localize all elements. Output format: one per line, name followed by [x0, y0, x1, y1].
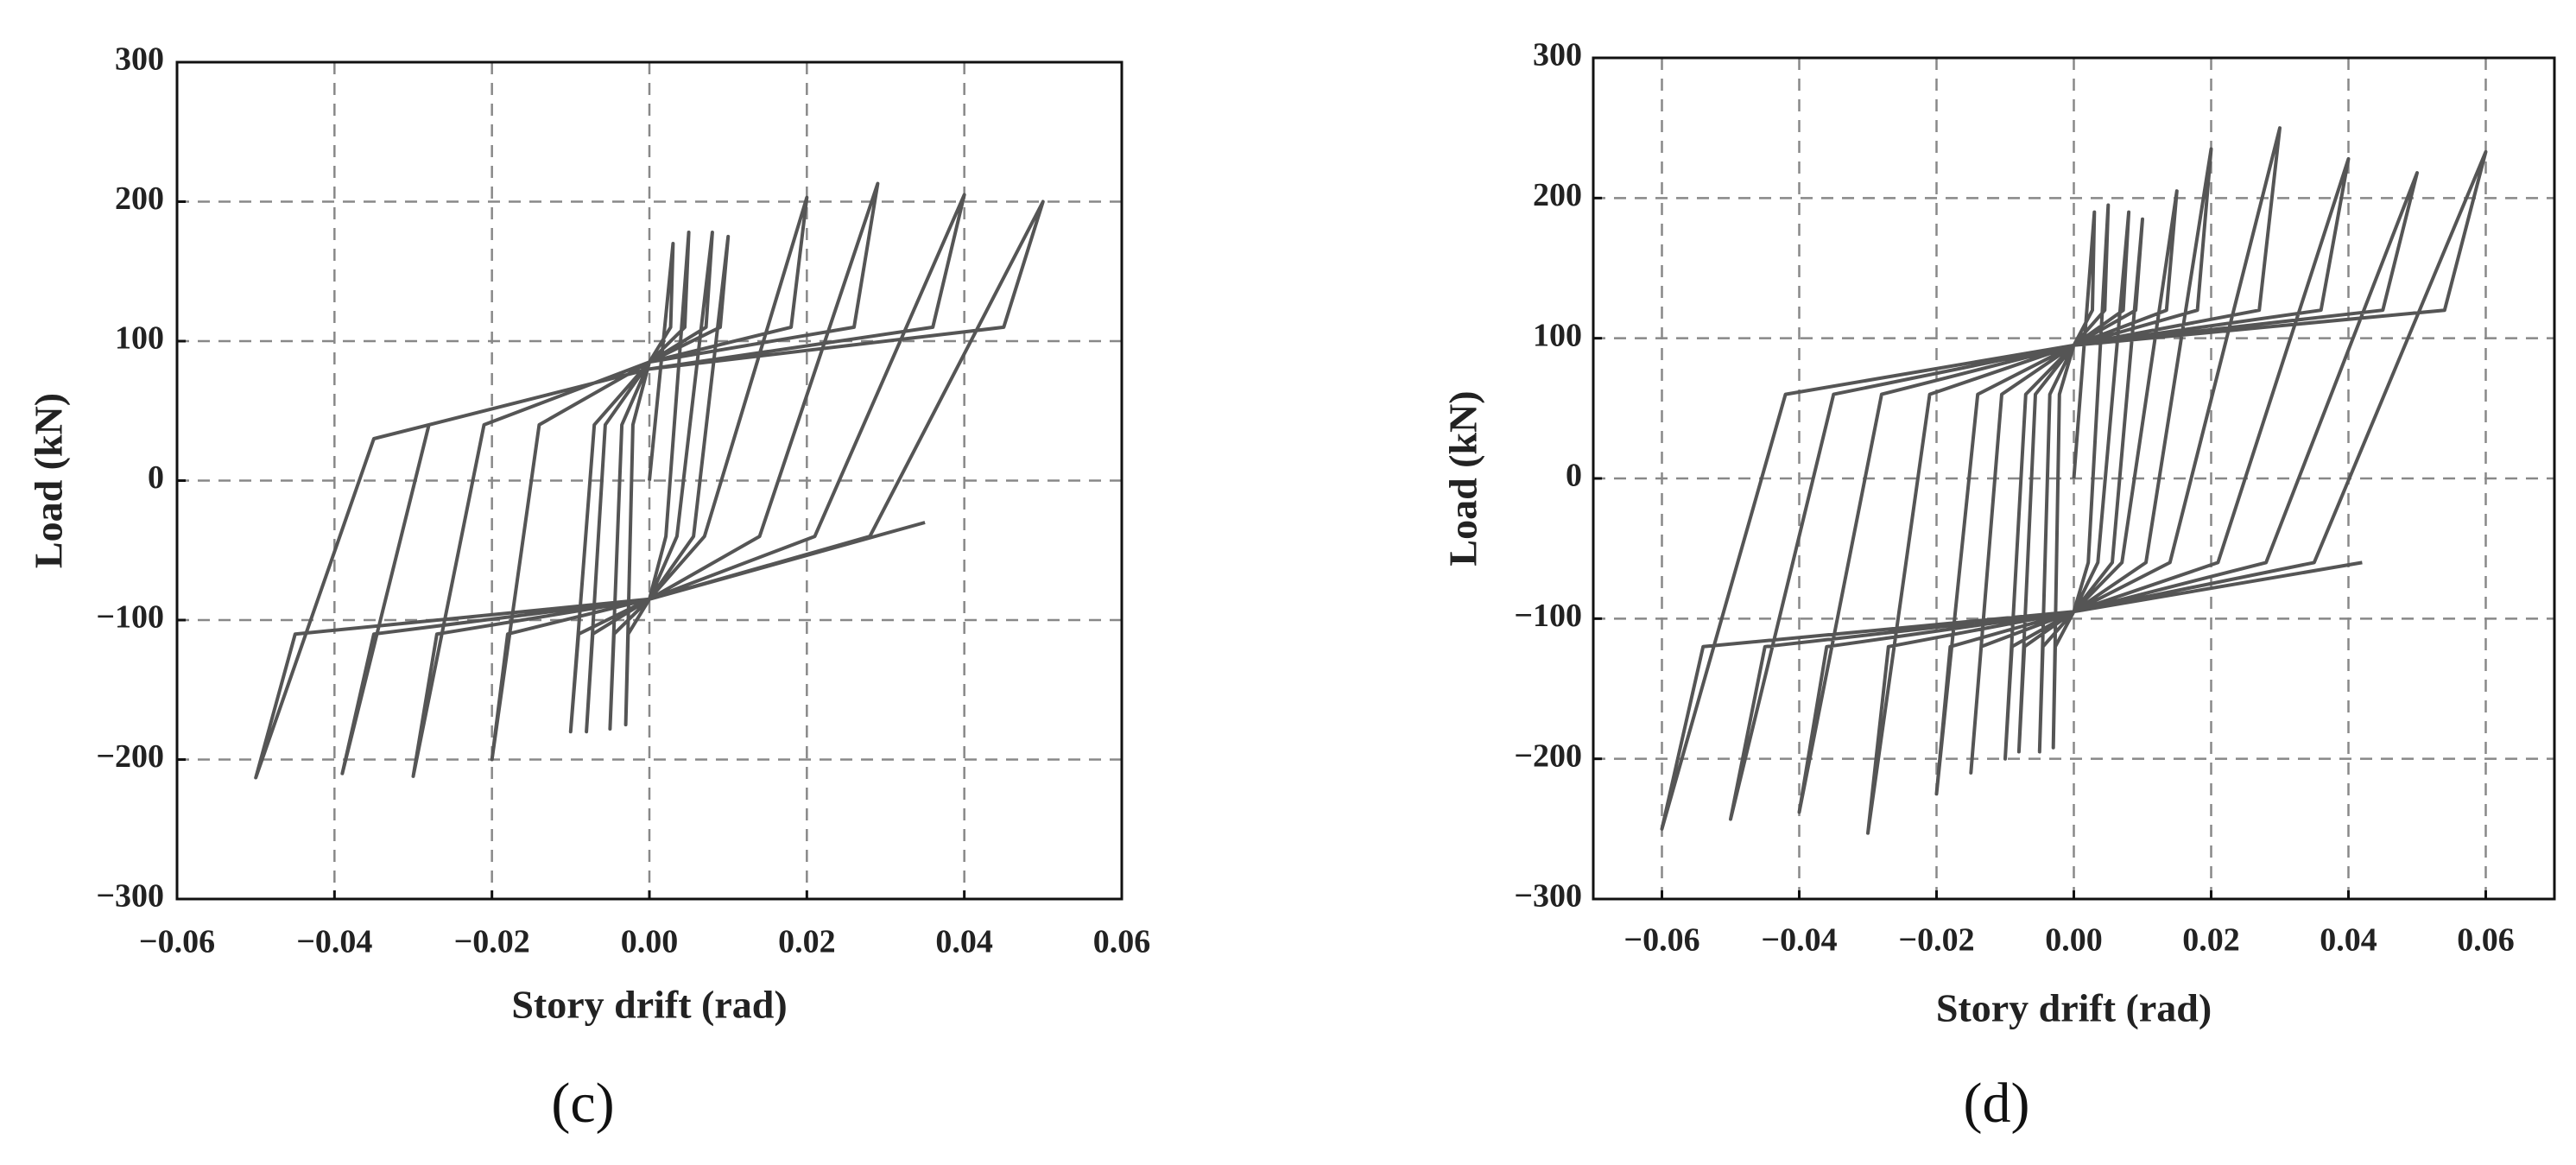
x-tick-label: −0.04	[296, 924, 372, 960]
y-tick-label: −200	[1514, 738, 1582, 774]
subplot-label: (c)	[551, 1072, 614, 1135]
y-axis-title: Load (kN)	[1441, 390, 1485, 566]
x-tick-label: 0.00	[621, 924, 679, 960]
x-tick-label: 0.06	[2457, 922, 2515, 959]
x-tick-label: 0.04	[935, 924, 993, 960]
x-tick-label: 0.02	[778, 924, 836, 960]
hysteresis-curve	[1660, 126, 2488, 835]
x-tick-label: 0.00	[2045, 922, 2103, 959]
x-tick-label: 0.04	[2320, 922, 2377, 959]
x-tick-label: −0.04	[1761, 922, 1837, 959]
y-tick-label: 300	[115, 41, 164, 78]
subplot-label: (d)	[1964, 1072, 2030, 1135]
y-tick-label: 0	[1566, 458, 1582, 494]
x-tick-label: −0.02	[1898, 922, 1974, 959]
x-tick-label: 0.06	[1093, 924, 1151, 960]
y-tick-label: −300	[96, 878, 164, 915]
x-tick-label: −0.02	[454, 924, 530, 960]
x-tick-label: 0.02	[2182, 922, 2240, 959]
plot-frame	[175, 60, 1123, 901]
y-tick-label: 0	[148, 459, 164, 496]
y-tick-label: −200	[96, 738, 164, 775]
x-tick-label: −0.06	[139, 924, 215, 960]
y-tick-label: −100	[1514, 598, 1582, 634]
x-axis-title: Story drift (rad)	[511, 983, 787, 1027]
x-axis-title: Story drift (rad)	[1936, 986, 2212, 1030]
y-tick-label: 200	[115, 180, 164, 217]
x-tick-label: −0.06	[1623, 922, 1699, 959]
y-tick-label: −100	[96, 599, 164, 636]
y-axis-title: Load (kN)	[27, 393, 71, 568]
y-tick-label: 200	[1533, 177, 1582, 213]
y-tick-label: 300	[1533, 37, 1582, 73]
y-tick-label: 100	[115, 320, 164, 357]
plot-frame	[1592, 56, 2556, 901]
y-tick-label: 100	[1533, 317, 1582, 353]
hysteresis-curve	[254, 181, 1045, 780]
y-tick-label: −300	[1514, 878, 1582, 915]
